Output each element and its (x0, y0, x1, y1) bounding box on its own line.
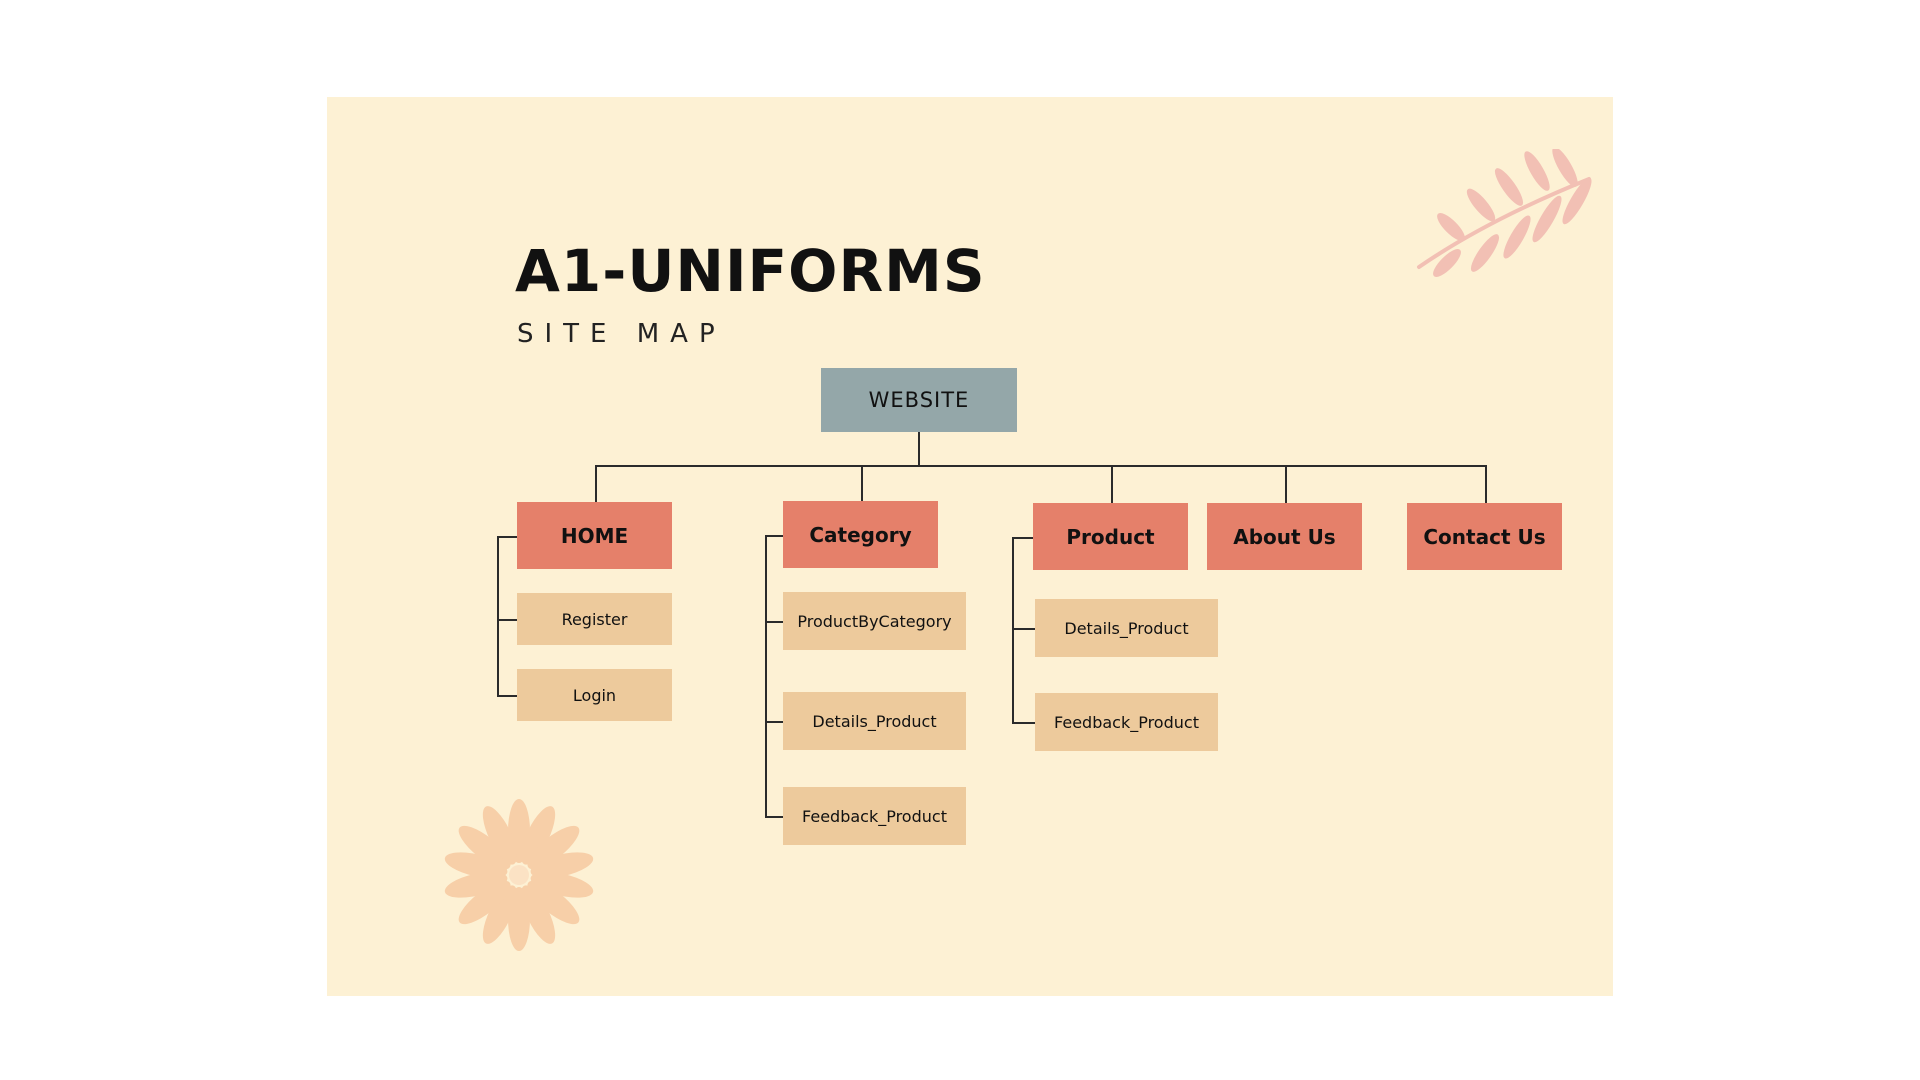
trunk-connector (594, 465, 1487, 467)
page-node: ProductByCategory (783, 592, 966, 650)
section-node: Category (783, 501, 938, 568)
child-connector (1012, 628, 1035, 630)
child-connector (765, 721, 783, 723)
section-node: Contact Us (1407, 503, 1562, 570)
page-node: Register (517, 593, 672, 645)
child-connector (765, 816, 783, 818)
section-connector (860, 465, 863, 501)
branch-stub (1012, 536, 1033, 539)
page-node: Login (517, 669, 672, 721)
section-node: Product (1033, 503, 1188, 570)
page-node: Feedback_Product (783, 787, 966, 845)
section-connector (1110, 465, 1113, 503)
branch-connector (1012, 536, 1014, 724)
page-subtitle: SITE MAP (517, 319, 726, 349)
page-node: Details_Product (1035, 599, 1218, 657)
section-node: About Us (1207, 503, 1362, 570)
child-connector (1012, 722, 1035, 724)
page-node: Feedback_Product (1035, 693, 1218, 751)
child-connector (497, 695, 517, 697)
branch-stub (765, 534, 783, 537)
sitemap-root-node: WEBSITE (821, 368, 1017, 432)
branch-connector (497, 535, 499, 697)
leaf-branch-icon (1417, 149, 1592, 277)
flower-icon (444, 799, 594, 951)
section-node: HOME (517, 502, 672, 569)
branch-stub (497, 535, 517, 538)
child-connector (497, 619, 517, 621)
branch-connector (765, 534, 767, 818)
page-node: Details_Product (783, 692, 966, 750)
sitemap-card: A1-UNIFORMS SITE MAP WEBSITE HOME Register… (327, 97, 1613, 996)
section-connector (594, 465, 597, 502)
child-connector (765, 621, 783, 623)
section-connector (1484, 465, 1487, 503)
root-connector (918, 432, 920, 466)
page-title: A1-UNIFORMS (515, 237, 986, 305)
section-connector (1284, 465, 1287, 503)
